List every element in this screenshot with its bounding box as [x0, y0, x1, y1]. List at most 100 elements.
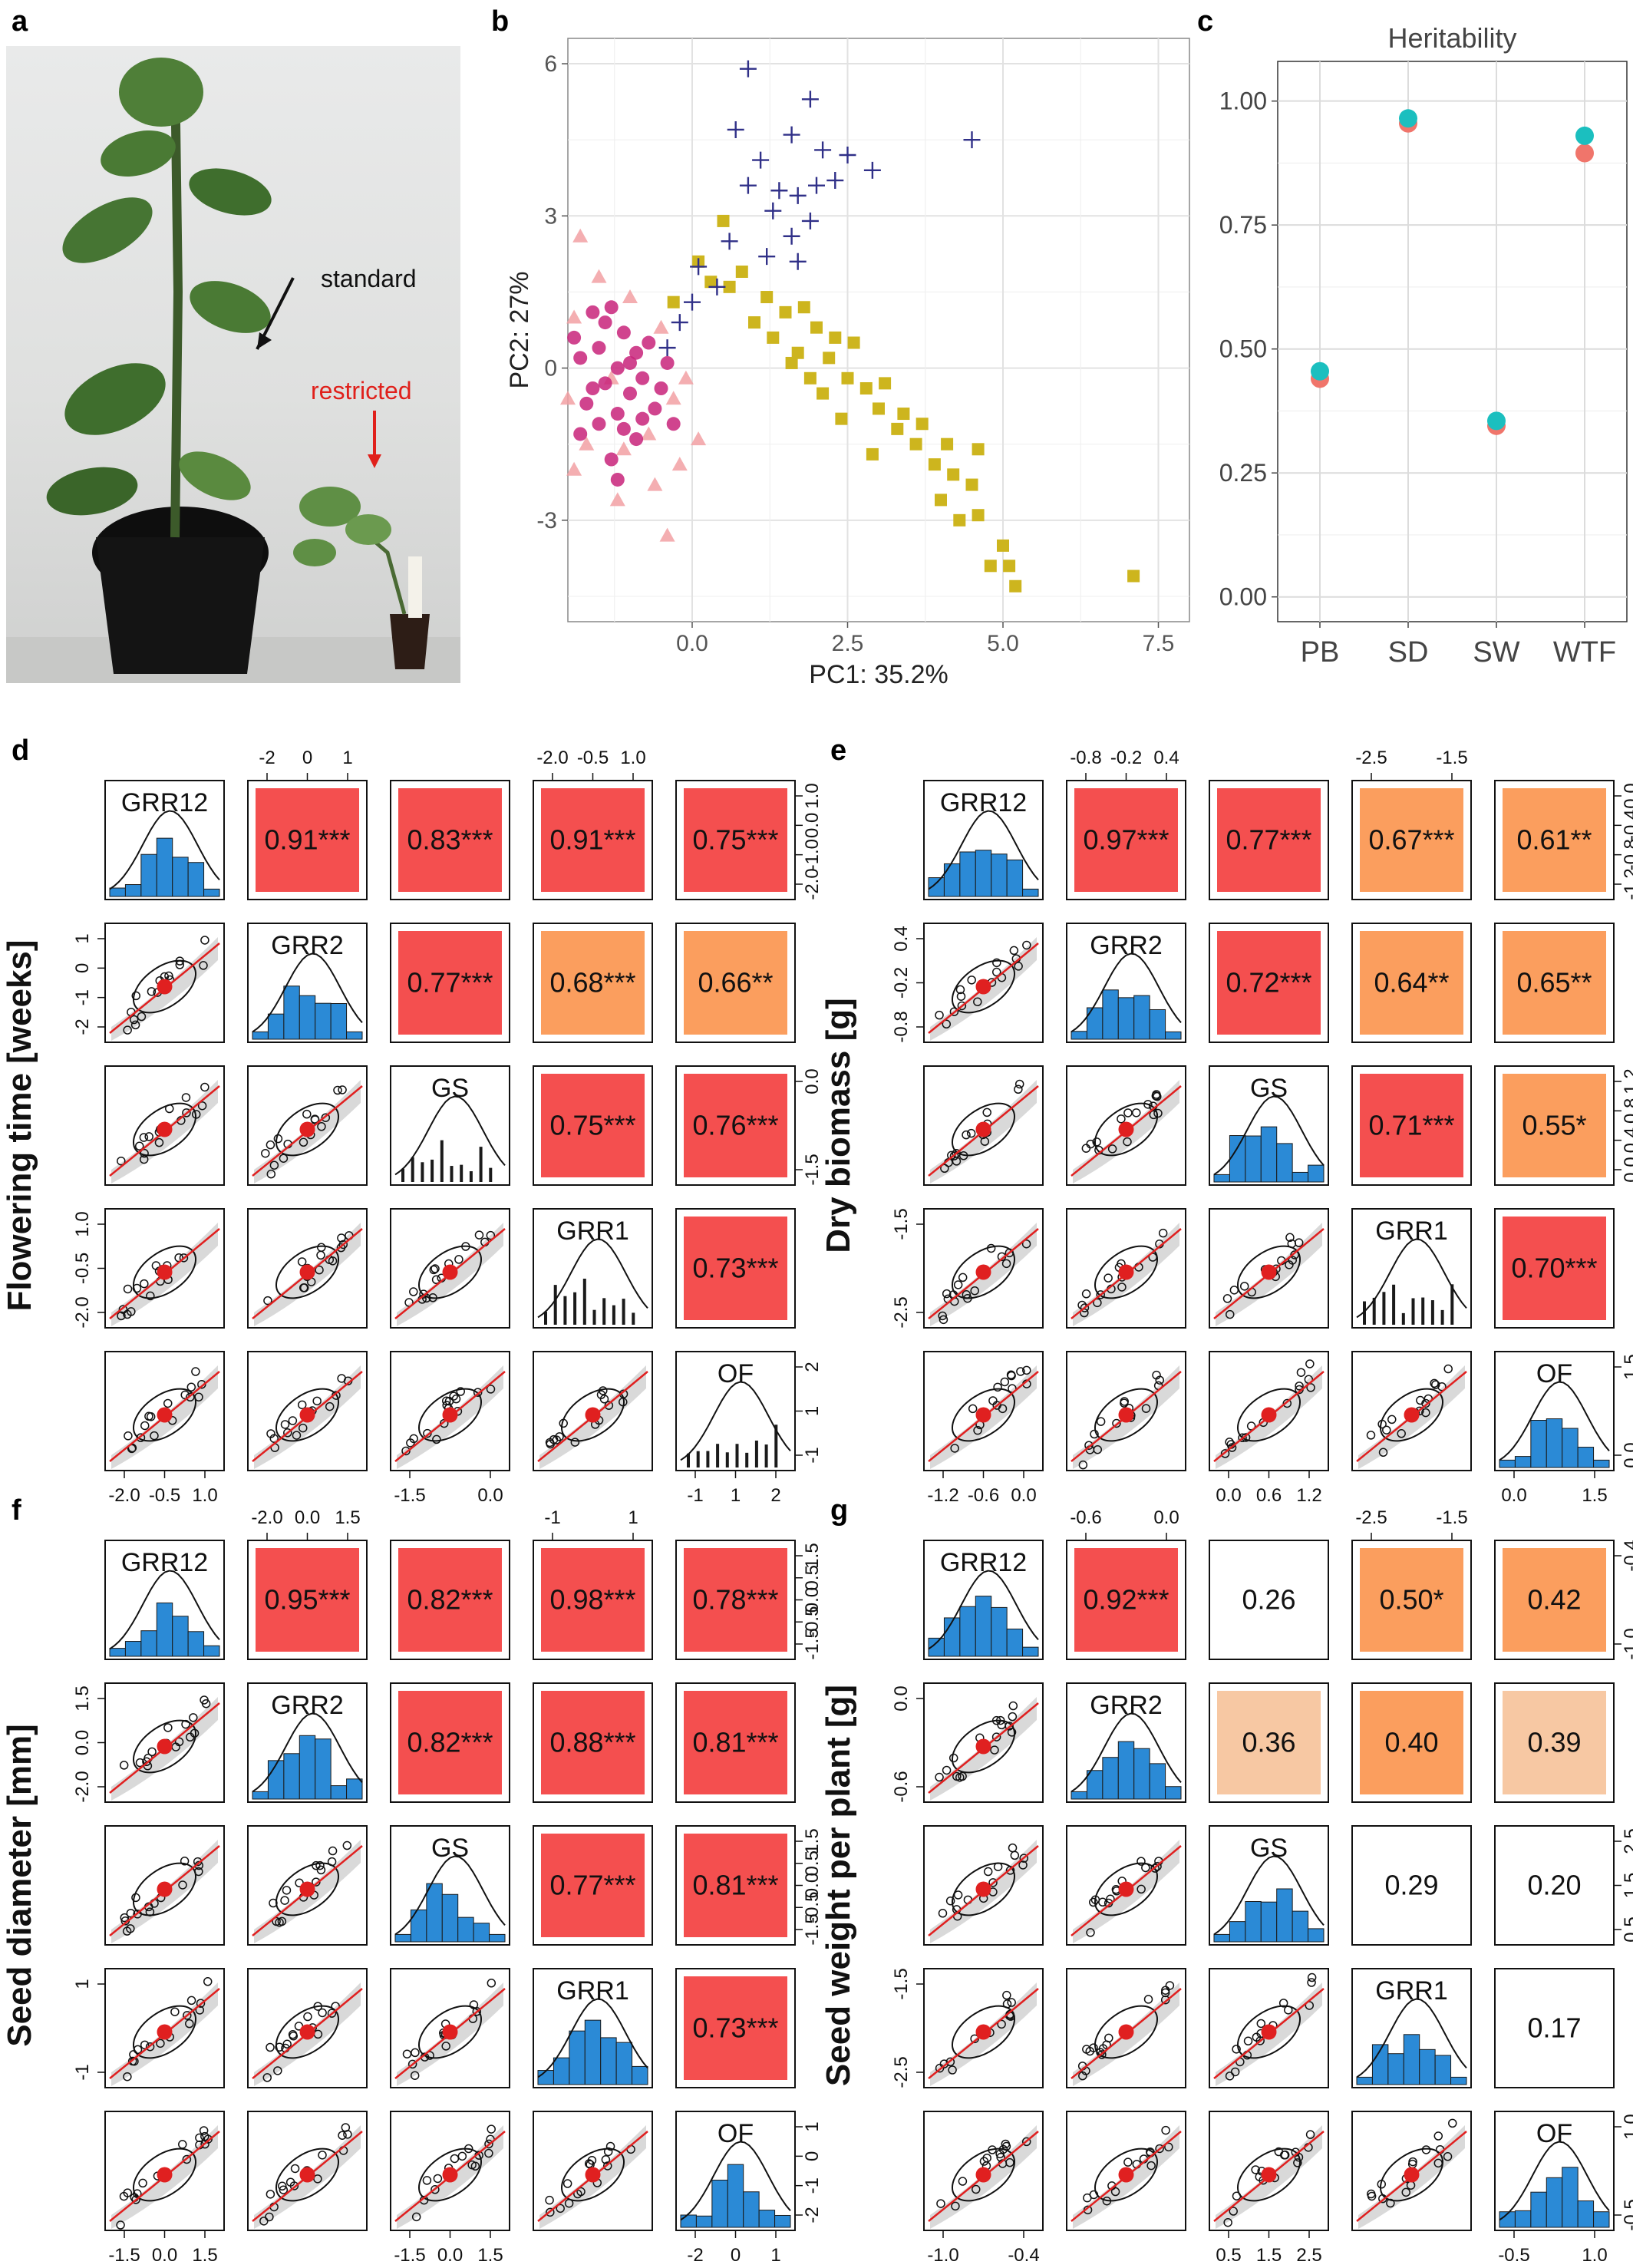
scatter-point: [950, 1444, 959, 1453]
correlation-ellipse: [1094, 1388, 1159, 1442]
scatter-point: [956, 992, 966, 1001]
scatter-point: [197, 1101, 207, 1111]
scatter-point: [1022, 940, 1031, 950]
hist-bar: [1514, 2210, 1532, 2228]
bottom-tick-label: -1.2: [927, 1485, 958, 1506]
scatter-point: [957, 1001, 967, 1011]
pca-point-triangle: [665, 391, 681, 405]
mean-point: [157, 1881, 173, 1897]
bottom-tick-label: 0.0: [1216, 1485, 1241, 1506]
scatter-point: [182, 2154, 192, 2164]
scatter-point: [410, 2071, 420, 2080]
scatter-point: [1143, 1100, 1153, 1109]
pca-point-square: [972, 443, 985, 456]
pca-point-circle: [666, 417, 681, 431]
corr-value: 0.76***: [692, 1110, 778, 1141]
corr-cell: [684, 1548, 787, 1652]
scatter-point: [127, 1307, 136, 1316]
scatter-point: [1421, 1408, 1430, 1418]
left-tick-label: -1.5: [891, 1968, 912, 1999]
hist-bar: [600, 2037, 617, 2085]
scatter-point: [935, 2063, 945, 2073]
scatter-point: [318, 2151, 327, 2160]
pca-point-circle: [604, 300, 619, 315]
scatter-point: [303, 2012, 312, 2022]
correlation-ellipse: [275, 1388, 340, 1442]
scatter-point: [1437, 1382, 1447, 1392]
scatter-point: [570, 1438, 580, 1447]
pca-point-circle: [660, 355, 675, 370]
panel-letter-c: c: [1197, 5, 1213, 38]
corr-cell: [684, 931, 787, 1035]
scatter-point: [1229, 2207, 1238, 2216]
left-tick-label: -2.5: [891, 2056, 912, 2088]
herit-point: [1575, 144, 1594, 163]
pairs-plot-g: Seed weight per plant [g] GRR12 0.92*** 0.2…: [820, 1507, 1633, 2266]
pca-point-plus: [752, 151, 770, 169]
rug-bar: [401, 1168, 404, 1182]
scatter-point: [1238, 1433, 1247, 1443]
pca-point-plus: [690, 258, 708, 276]
right-tick-label: 0.5: [802, 1565, 823, 1590]
x-tick-label: 7.5: [1143, 631, 1175, 656]
bottom-tick-label: 0.6: [1256, 1485, 1282, 1506]
corr-value: 0.42: [1527, 1584, 1581, 1616]
right-tick-label: 0.5: [1621, 1916, 1633, 1942]
scatter-point: [973, 997, 982, 1007]
corr-value: 0.73***: [692, 2012, 778, 2044]
rug-bar: [716, 1444, 720, 1467]
rug-bar: [573, 1292, 577, 1325]
pca-point-triangle: [653, 319, 669, 334]
corr-cell: [1217, 1691, 1321, 1794]
mean-point: [157, 979, 173, 995]
hist-bar: [975, 1596, 992, 1657]
scatter-point: [289, 2181, 299, 2190]
scatter-point: [1222, 1294, 1232, 1303]
variable-label: GRR2: [1090, 931, 1162, 960]
scatter-point: [1137, 1884, 1146, 1894]
pca-point-triangle: [647, 477, 663, 491]
pca-point-plus: [739, 60, 757, 78]
density-curve: [1499, 1381, 1610, 1461]
scatter-point: [131, 991, 141, 1001]
rug-bar: [1392, 1284, 1396, 1325]
scatter-point: [1232, 2045, 1241, 2054]
scatter-point: [180, 1857, 190, 1866]
correlation-ellipse: [1094, 2148, 1159, 2202]
right-tick-label: -0.4: [1621, 810, 1633, 841]
scatter-point: [432, 1434, 441, 1444]
corr-cell: [1360, 1834, 1463, 1937]
scatter-point: [1009, 946, 1019, 956]
scatter-point: [1120, 1397, 1129, 1406]
pca-point-square: [760, 291, 774, 304]
scatter-point: [968, 1404, 978, 1414]
scatter-point: [1080, 1303, 1090, 1312]
pca-point-square: [1127, 569, 1140, 583]
scatter-point: [1366, 1431, 1376, 1440]
scatter-point: [186, 1996, 196, 2006]
corr-value: 0.67***: [1368, 824, 1454, 856]
pca-point-square: [797, 301, 810, 314]
top-tick-label: -2.0: [251, 1507, 282, 1528]
pca-point-circle: [642, 335, 656, 350]
scatter-point: [1150, 1864, 1160, 1873]
corr-value: 0.26: [1242, 1584, 1295, 1616]
density-curve: [1213, 1095, 1325, 1176]
hist-bar: [109, 1648, 126, 1657]
scatter-point: [182, 1108, 191, 1117]
left-tick-label: -0.6: [891, 1771, 912, 1802]
scatter-point: [1386, 2198, 1395, 2208]
scatter-point: [1155, 1375, 1165, 1385]
pca-point-square: [915, 418, 929, 431]
rug-bar: [553, 1285, 557, 1325]
scatter-point: [942, 1765, 952, 1775]
rug-bar: [754, 1440, 758, 1467]
scatter-point: [1305, 1359, 1315, 1368]
scatter-point: [1019, 1854, 1028, 1863]
scatter-point: [1421, 1398, 1430, 1408]
y-tick-label: 6: [544, 51, 557, 77]
variable-label: GRR2: [271, 931, 343, 960]
scatter-point: [1104, 1273, 1113, 1283]
hist-bar: [1245, 1135, 1262, 1183]
